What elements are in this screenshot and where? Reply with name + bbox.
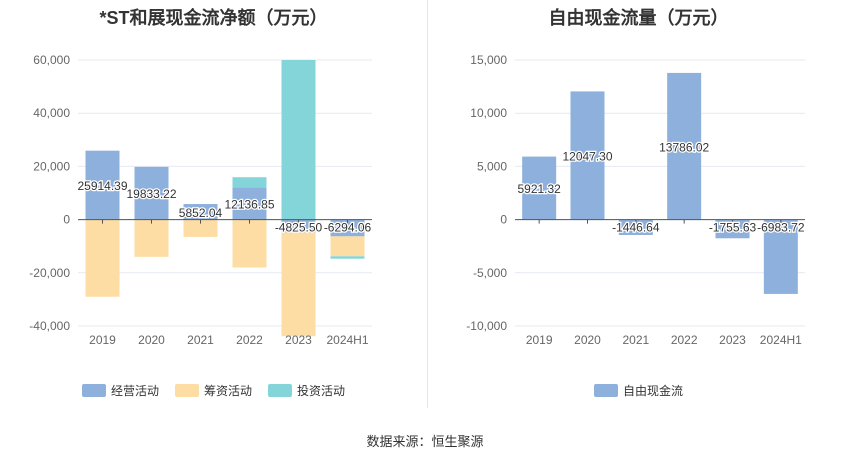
cash-flow-bar [281,232,316,337]
free-cash-flow-x-tick-label: 2023 [719,333,746,347]
cash-flow-x-tick-label: 2020 [138,333,165,347]
cash-flow-data-label: 19833.22 [126,187,176,201]
free-cash-flow-data-label: -6983.72 [757,221,805,235]
cash-flow-legend-swatch [268,384,292,397]
free-cash-flow-bar [763,219,798,294]
cash-flow-bar [85,150,120,220]
cash-flow-bar [330,256,365,259]
free-cash-flow-bar [618,219,653,235]
free-cash-flow-x-tick-label: 2021 [622,333,649,347]
cash-flow-bar [232,177,267,188]
free-cash-flow-x-tick-label: 2020 [574,333,601,347]
free-cash-flow-data-label: 13786.02 [659,140,709,154]
cash-flow-data-label: 5852.04 [179,206,223,220]
free-cash-flow-chart-title: 自由现金流量（万元） [548,8,729,28]
cash-flow-bar [330,236,365,257]
cash-flow-bar [281,60,316,220]
cash-flow-y-tick-label: 60,000 [33,53,70,67]
free-cash-flow-y-tick-label: 5,000 [477,159,507,173]
cash-flow-bar [134,166,169,220]
cash-flow-x-tick-label: 2022 [236,333,263,347]
cash-flow-legend-label: 投资活动 [297,384,346,398]
cash-flow-bar [281,219,316,233]
cash-flow-legend-item[interactable]: 经营活动 [81,382,159,399]
free-cash-flow-y-tick-label: 0 [500,213,507,227]
cash-flow-legend-swatch [81,384,106,397]
cash-flow-legend: 经营活动 筹资活动 投资活动 [0,382,427,399]
free-cash-flow-chart: -10,000 -5,000 0 5,000 10,000 15,000 2019 2020 2… [466,53,806,347]
free-cash-flow-bar [522,156,557,220]
free-cash-flow-data-label: 5921.32 [517,182,561,196]
cash-flow-bar [232,187,267,220]
free-cash-flow-chart-panel: 自由现金流量（万元） -10,000 -5,000 0 5,000 10,000 15,0… [427,0,850,410]
free-cash-flow-data-label: -1446.64 [612,221,660,235]
data-source-note: 数据来源：恒生聚源 [366,434,484,449]
cash-flow-bar [85,219,120,297]
cash-flow-legend-swatch [174,384,199,397]
free-cash-flow-x-tick-label: 2024H1 [760,333,802,347]
free-cash-flow-y-tick-label: 15,000 [470,53,507,67]
free-cash-flow-x-tick-label: 2022 [671,333,698,347]
free-cash-flow-legend-item[interactable]: 自由现金流 [593,382,683,399]
cash-flow-x-tick-label: 2023 [285,333,312,347]
cash-flow-bar [134,219,169,257]
cash-flow-data-label: 25914.39 [77,179,127,193]
cash-flow-legend-item[interactable]: 投资活动 [268,382,345,399]
cash-flow-data-label: -6294.06 [324,221,372,235]
cash-flow-x-tick-label: 2024H1 [326,333,368,347]
cash-flow-y-tick-label: 20,000 [33,159,70,173]
cash-flow-y-tick-label: 0 [63,213,70,227]
cash-flow-y-tick-label: 40,000 [33,106,70,120]
free-cash-flow-bar [667,72,702,220]
cash-flow-data-label: 12136.85 [224,197,274,211]
free-cash-flow-bar [570,91,605,220]
cash-flow-data-label: -4825.50 [275,221,323,235]
free-cash-flow-y-tick-label: -5,000 [473,266,507,280]
cash-flow-chart: -40,000 -20,000 0 20,000 40,000 60,000 2019 202… [29,53,372,347]
free-cash-flow-legend-label: 自由现金流 [622,384,683,398]
cash-flow-legend-label: 筹资活动 [203,384,252,398]
panel-divider [427,0,428,408]
free-cash-flow-y-tick-label: 10,000 [470,106,507,120]
free-cash-flow-legend: 自由现金流 [427,382,850,399]
cash-flow-bar [330,219,365,237]
free-cash-flow-legend-swatch [593,384,618,397]
free-cash-flow-y-tick-label: -10,000 [466,319,507,333]
cash-flow-x-tick-label: 2021 [187,333,214,347]
cash-flow-bar [183,219,218,237]
cash-flow-legend-label: 经营活动 [110,384,159,398]
cash-flow-chart-panel: *ST和展现金流净额（万元） -40,000 -20,000 0 20,000 40,0… [0,0,427,410]
cash-flow-bar [183,204,218,220]
free-cash-flow-data-label: -1755.63 [709,221,757,235]
cash-flow-y-tick-label: -40,000 [29,319,70,333]
cash-flow-x-tick-label: 2019 [89,333,116,347]
free-cash-flow-bar [715,219,750,239]
free-cash-flow-x-tick-label: 2019 [526,333,553,347]
cash-flow-y-tick-label: -20,000 [29,266,70,280]
cash-flow-legend-item[interactable]: 筹资活动 [174,382,252,399]
cash-flow-bar [232,219,267,268]
cash-flow-chart-title: *ST和展现金流净额（万元） [99,8,328,28]
free-cash-flow-data-label: 12047.30 [562,150,612,164]
